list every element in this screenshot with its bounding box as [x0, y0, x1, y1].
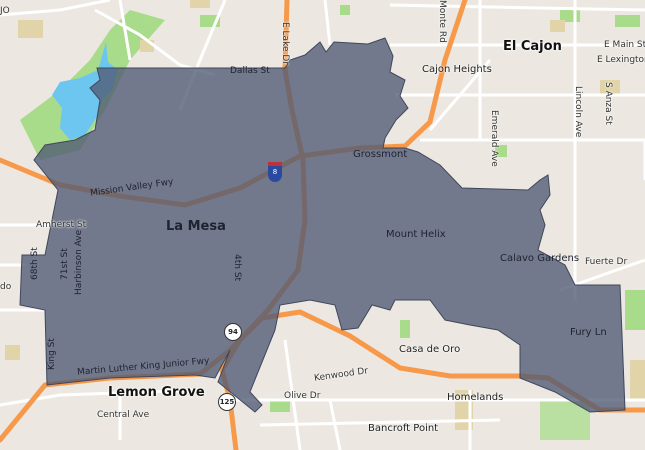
map-label: 71st St [60, 248, 70, 280]
map-label: Mount Helix [386, 229, 446, 240]
map-label: Fury Ln [570, 327, 607, 338]
map-label: King St [47, 338, 57, 370]
map-label: Homelands [447, 392, 504, 403]
map-label: Cajon Heights [422, 64, 492, 75]
lake-murray [52, 42, 118, 140]
la-mesa-region[interactable] [19, 37, 626, 413]
map-label: Fuerte Dr [585, 257, 628, 267]
map-label: Central Ave [97, 410, 150, 420]
map-label: Bancroft Point [368, 423, 439, 434]
route-125-shield-icon: 125 [218, 393, 236, 411]
map-label: Lemon Grove [108, 385, 205, 400]
map-label: El Cajon [503, 39, 562, 54]
map-label: JO [0, 6, 10, 16]
map-label: Emerald Ave [489, 110, 499, 167]
route-94-shield-icon: 94 [224, 323, 242, 341]
map-label: Monte Rd [437, 0, 447, 43]
map-label: Grossmont [353, 149, 408, 160]
map-label: Casa de Oro [399, 344, 461, 355]
map-label: Dallas St [230, 66, 270, 76]
map-label: E Lexington A [597, 55, 645, 65]
map-label: La Mesa [166, 219, 226, 234]
interstate-8-shield-icon: 8 [268, 162, 282, 182]
map-label: Amherst St [36, 220, 87, 230]
map-label: Harbinson Ave [74, 229, 84, 295]
map-label: Calavo Gardens [500, 253, 580, 264]
map-label: S Anza St [603, 82, 613, 125]
map-label: E Main St [604, 40, 645, 50]
map-label: 4th St [232, 254, 242, 282]
map-label: 68th St [30, 247, 40, 280]
map-label: do [0, 282, 12, 292]
map-label: Olive Dr [284, 391, 321, 401]
map-label: Lincoln Ave [573, 86, 583, 138]
map-label: E Lake Dr [280, 22, 290, 65]
